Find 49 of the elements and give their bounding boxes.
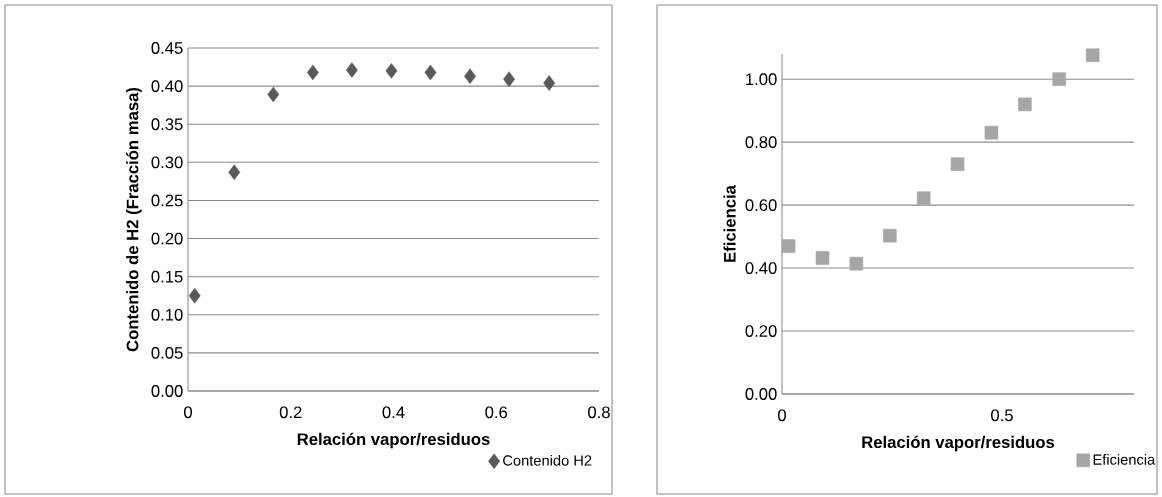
point [916, 191, 931, 205]
point [228, 164, 241, 181]
y-axis-title: Eficiencia [723, 184, 736, 262]
point [385, 63, 398, 79]
y-tick-label: 0.35 [151, 118, 183, 131]
point [1085, 48, 1100, 63]
y-tick-label: 0.05 [151, 347, 183, 359]
point [984, 125, 999, 140]
x-tick-label: 0.2 [279, 406, 302, 419]
point [1018, 97, 1032, 112]
point [424, 64, 437, 81]
y-tick-label: 0.30 [151, 156, 183, 169]
point [346, 62, 358, 78]
x-tick-label: 0.6 [485, 406, 508, 419]
legend-label: Contenido H2 [503, 454, 592, 466]
legend-label: Eficiencia [1093, 454, 1156, 465]
point [883, 228, 897, 243]
point [781, 239, 796, 253]
x-tick-label: 0 [184, 406, 192, 419]
point [849, 256, 864, 271]
x-axis-title: Relación vapor/residuos [297, 432, 490, 449]
y-tick-label: 0.10 [151, 308, 183, 321]
y-tick-label: 0.40 [745, 262, 777, 274]
y-tick-label: 0.45 [151, 42, 183, 54]
y-axis-title: Contenido de H2 (Fracción masa) [126, 87, 142, 352]
point [267, 86, 280, 103]
y-tick-label: 1.00 [746, 73, 777, 86]
y-tick-label: 0.80 [745, 136, 777, 149]
y-tick-label: 0.15 [151, 270, 183, 283]
y-tick-label: 0.20 [151, 232, 183, 245]
x-tick-label: 0.5 [991, 409, 1013, 422]
point [188, 287, 201, 304]
point [503, 71, 515, 88]
point [543, 75, 556, 91]
point [1052, 72, 1066, 86]
x-tick-label: 0.4 [382, 406, 405, 419]
y-tick-label: 0.60 [745, 199, 777, 212]
y-tick-label: 0.25 [151, 194, 183, 207]
y-tick-label: 0.00 [745, 388, 777, 400]
point [306, 64, 319, 81]
y-tick-label: 0.20 [745, 325, 777, 337]
y-tick-label: 0.00 [151, 385, 183, 397]
point [464, 68, 476, 84]
x-axis-title: Relación vapor/residuos [862, 435, 1055, 452]
point [815, 251, 830, 265]
x-tick-label: 0.8 [588, 406, 610, 419]
y-tick-label: 0.40 [151, 80, 183, 93]
point [950, 157, 965, 171]
x-tick-label: 0 [778, 409, 786, 422]
